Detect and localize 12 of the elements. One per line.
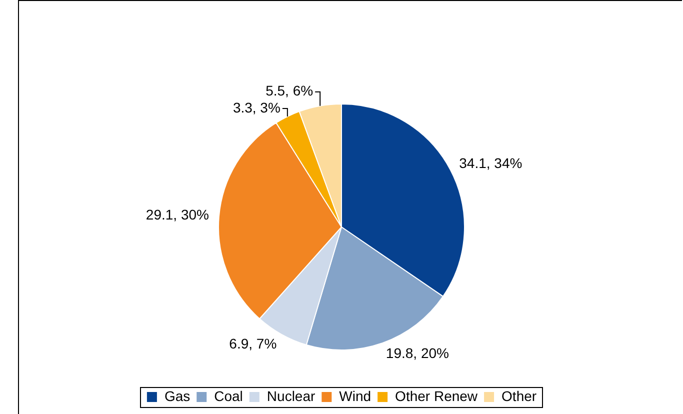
data-label: 6.9, 7% <box>229 336 277 352</box>
legend-label: Wind <box>339 388 372 404</box>
legend-label: Other <box>502 388 537 404</box>
legend-label: Gas <box>164 388 190 404</box>
legend-label: Coal <box>214 388 243 404</box>
data-label: 5.5, 6% <box>266 82 314 99</box>
legend-label: Other Renew <box>395 388 478 404</box>
legend-label: Nuclear <box>266 388 316 404</box>
data-label: 19.8, 20% <box>386 345 449 362</box>
data-label: 3.3, 3% <box>232 99 280 116</box>
data-label: 29.1, 30% <box>146 206 209 222</box>
data-label: 34.1, 34% <box>459 154 522 171</box>
